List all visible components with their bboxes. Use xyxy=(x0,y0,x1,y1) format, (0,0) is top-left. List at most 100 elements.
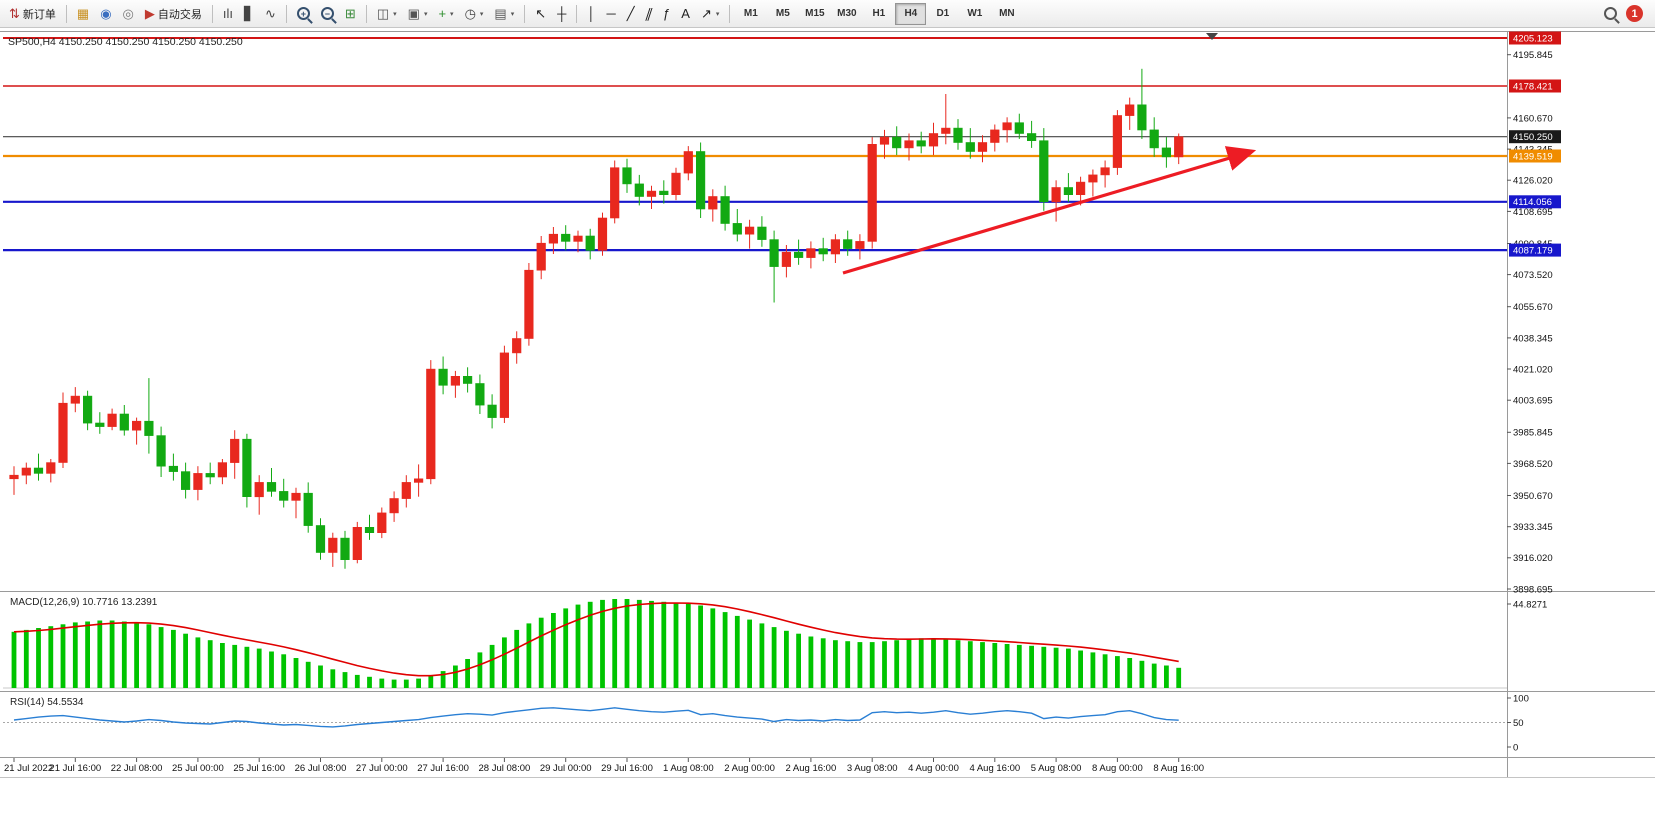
fibonacci-button[interactable]: ƒ xyxy=(658,2,675,26)
zoom-out-button[interactable]: − xyxy=(316,2,339,26)
macd-bar xyxy=(833,640,838,688)
time-label: 8 Aug 16:00 xyxy=(1153,763,1204,774)
vertical-line-button[interactable]: │ xyxy=(582,2,600,26)
price-badge xyxy=(1509,31,1561,45)
price-label: 4055.670 xyxy=(1513,302,1553,313)
text-icon: A xyxy=(681,6,690,21)
candle-body xyxy=(413,478,424,483)
chart-window[interactable]: 4195.8454160.6704143.3454126.0204108.695… xyxy=(0,28,1655,825)
periods-icon: ◷ xyxy=(464,6,476,21)
timeframe-w1-button[interactable]: W1 xyxy=(959,3,990,25)
price-label: 4038.345 xyxy=(1513,333,1553,344)
macd-bar xyxy=(416,678,421,688)
macd-bar xyxy=(600,599,605,688)
macd-bar xyxy=(171,629,176,688)
candle-body xyxy=(659,190,669,196)
macd-bar xyxy=(502,637,507,688)
time-label: 21 Jul 2022 xyxy=(4,763,53,774)
candle-body xyxy=(83,395,93,424)
macd-bar xyxy=(661,601,667,688)
bar-chart-type-icon: ılı xyxy=(222,6,234,21)
crosshair-button[interactable]: ┼ xyxy=(552,2,571,26)
notification-badge[interactable]: 1 xyxy=(1626,5,1643,22)
trend-arrow[interactable] xyxy=(842,146,1257,275)
time-label: 26 Jul 08:00 xyxy=(295,763,347,774)
macd-bar xyxy=(281,654,287,688)
profiles-button[interactable]: ▣ ▾ xyxy=(403,2,433,26)
timeframe-m15-button[interactable]: M15 xyxy=(799,3,830,25)
candlestick-chart-type-button[interactable]: ▋ xyxy=(239,2,259,26)
candle-body xyxy=(168,465,179,472)
horizontal-line-button[interactable]: ─ xyxy=(601,2,620,26)
candle-body xyxy=(597,217,608,251)
timeframe-m5-button[interactable]: M5 xyxy=(767,3,798,25)
charts-button[interactable]: ▦ xyxy=(72,2,94,26)
shapes-button[interactable]: ↗ ▾ xyxy=(696,2,724,26)
toolbar-items: ⇅ 新订单 ▦ ◉ ◎ ▶ 自动交易 ılı ▋ ∿ + − ⊞ ◫ ▾ ▣ ▾ + ▾ ◷ ▾ ▤ ▾ ↖ ┼ │ ─ ╱ ∥ ƒ A ↗ ▾… xyxy=(4,2,1022,26)
time-label: 25 Jul 00:00 xyxy=(172,763,224,774)
candle-body xyxy=(818,248,828,255)
timeframe-m1-button-label: M1 xyxy=(743,8,758,19)
candlestick-chart-type-icon: ▋ xyxy=(244,6,255,21)
trendline-icon: ╱ xyxy=(626,6,635,21)
new-order-button[interactable]: ⇅ 新订单 xyxy=(4,2,61,26)
macd-bar xyxy=(771,627,777,688)
zoom-in-button[interactable]: + xyxy=(292,2,315,26)
macd-bar xyxy=(685,603,691,688)
macd-bar xyxy=(563,608,569,688)
indicators-button[interactable]: + ▾ xyxy=(433,2,458,26)
candle-body xyxy=(9,474,19,480)
cursor-button[interactable]: ↖ xyxy=(530,2,551,26)
tile-windows-icon: ⊞ xyxy=(344,6,356,21)
templates-button[interactable]: ▤ ▾ xyxy=(489,2,519,26)
fibonacci-icon: ƒ xyxy=(663,6,671,21)
candle-body xyxy=(622,167,632,185)
timeframe-h1-button[interactable]: H1 xyxy=(863,3,894,25)
signals-icon: ◎ xyxy=(122,6,134,21)
tile-windows-button[interactable]: ⊞ xyxy=(340,2,361,26)
candle-body xyxy=(487,404,497,418)
search-icon[interactable] xyxy=(1604,7,1617,20)
candle-body xyxy=(536,242,546,271)
dropdown-caret-icon: ▾ xyxy=(423,10,428,18)
macd-bar xyxy=(820,638,826,688)
chart-shift-marker[interactable] xyxy=(1206,33,1218,40)
price-label: 3950.670 xyxy=(1513,491,1553,502)
toolbar-separator xyxy=(365,4,367,23)
periods-button[interactable]: ◷ ▾ xyxy=(460,2,489,26)
macd-bar xyxy=(612,599,618,688)
channel-button[interactable]: ∥ xyxy=(641,2,658,26)
candle-body xyxy=(867,144,877,242)
timeframe-m1-button[interactable]: M1 xyxy=(735,3,766,25)
candle-body xyxy=(1125,104,1135,116)
timeframe-d1-button[interactable]: D1 xyxy=(927,3,958,25)
candle-body xyxy=(1076,181,1086,196)
candle-body xyxy=(364,526,375,533)
candle-body xyxy=(585,235,595,251)
candle-body xyxy=(879,136,890,145)
trendline-button[interactable]: ╱ xyxy=(622,2,640,26)
price-label: 3968.520 xyxy=(1513,459,1553,470)
time-label: 27 Jul 16:00 xyxy=(417,763,469,774)
macd-bar xyxy=(943,639,949,688)
macd-bar xyxy=(784,630,789,688)
signals-button[interactable]: ◎ xyxy=(118,2,139,26)
timeframe-w1-button-label: W1 xyxy=(967,8,983,19)
macd-bar xyxy=(992,643,998,688)
candle-body xyxy=(512,338,522,354)
bar-chart-type-button[interactable]: ılı xyxy=(218,2,238,26)
profile-button[interactable]: ◉ xyxy=(95,2,116,26)
timeframe-m30-button[interactable]: M30 xyxy=(831,3,862,25)
candle-body xyxy=(426,368,436,480)
autotrading-button[interactable]: ▶ 自动交易 xyxy=(140,2,207,26)
price-badge-text: 4205.123 xyxy=(1513,33,1553,44)
timeframe-h4-button[interactable]: H4 xyxy=(895,2,927,25)
timeframe-mn-button[interactable]: MN xyxy=(991,3,1022,25)
text-button[interactable]: A xyxy=(676,2,695,26)
macd-bar xyxy=(808,636,814,688)
candle-body xyxy=(70,395,80,404)
macd-bar xyxy=(710,608,716,688)
new-chart-button[interactable]: ◫ ▾ xyxy=(372,2,402,26)
line-chart-type-button[interactable]: ∿ xyxy=(260,2,281,26)
chart-plot-area[interactable] xyxy=(0,31,1507,777)
